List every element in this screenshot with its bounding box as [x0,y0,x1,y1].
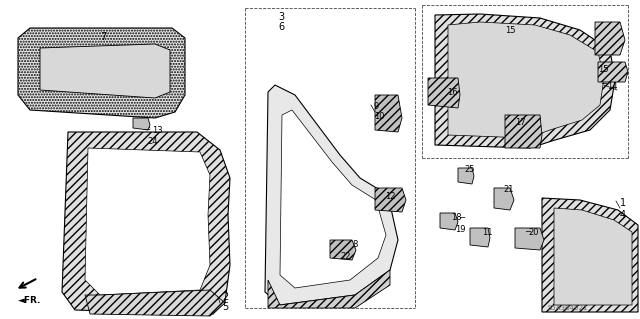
Polygon shape [330,240,356,260]
Polygon shape [542,198,638,312]
Text: 6: 6 [278,22,284,32]
Polygon shape [598,62,628,82]
Polygon shape [448,22,604,138]
Polygon shape [62,132,230,314]
Text: S5A3B4921: S5A3B4921 [548,305,589,311]
Text: 11: 11 [482,228,493,237]
Polygon shape [85,290,225,316]
Text: 15: 15 [598,65,609,74]
Text: ─: ─ [525,226,530,235]
Text: 1: 1 [620,198,626,208]
Text: 14: 14 [607,82,618,91]
Text: 25: 25 [464,165,474,174]
Text: 13: 13 [152,126,163,135]
Text: ◄FR.: ◄FR. [18,296,42,305]
Text: 17: 17 [515,118,525,127]
Text: 12: 12 [385,192,396,201]
Text: 10: 10 [374,112,385,121]
Polygon shape [268,270,390,308]
Polygon shape [515,228,544,250]
Text: 21: 21 [503,185,513,194]
Polygon shape [595,22,625,55]
Text: 3: 3 [278,12,284,22]
Text: 5: 5 [222,302,228,312]
Text: 2: 2 [222,292,228,302]
Polygon shape [280,110,386,288]
Polygon shape [505,115,542,148]
Polygon shape [435,14,615,148]
Polygon shape [18,28,185,118]
Polygon shape [375,95,402,132]
Text: 22: 22 [340,252,351,261]
Polygon shape [265,85,398,305]
Polygon shape [428,78,460,108]
Text: 19: 19 [455,225,465,234]
Text: 8: 8 [352,240,357,249]
Text: 16: 16 [447,88,458,97]
Text: 24: 24 [147,137,157,146]
Polygon shape [494,188,514,210]
Text: ─: ─ [144,124,149,133]
Polygon shape [133,118,150,130]
Text: 18: 18 [451,213,461,222]
Polygon shape [375,188,406,212]
Polygon shape [470,228,490,247]
Text: 20: 20 [528,228,538,237]
Text: ─: ─ [601,78,606,87]
Text: ─: ─ [459,212,464,221]
Text: 4: 4 [620,210,626,220]
Polygon shape [40,44,170,98]
Polygon shape [85,148,210,295]
Polygon shape [458,168,474,184]
Text: 7: 7 [100,32,106,42]
Text: 9: 9 [374,102,380,111]
Polygon shape [554,208,632,305]
Text: 15: 15 [505,26,515,35]
Polygon shape [440,213,458,230]
